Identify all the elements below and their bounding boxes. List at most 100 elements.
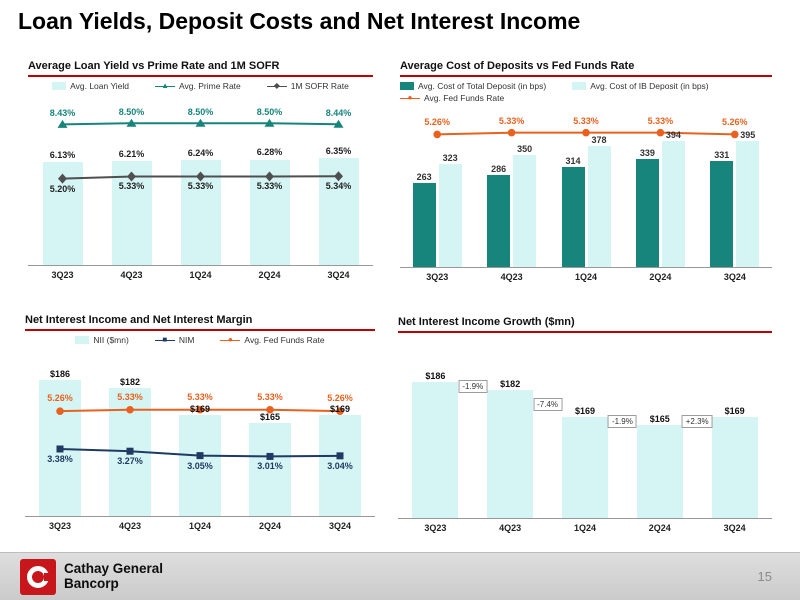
legend-label: Avg. Prime Rate bbox=[179, 81, 241, 91]
bar-nii-mn bbox=[179, 414, 221, 516]
circle-marker-icon bbox=[731, 130, 739, 139]
legend-line bbox=[155, 85, 176, 87]
bar-value-label: 314 bbox=[565, 155, 581, 166]
legend-row: Avg. Loan Yield ▲ Avg. Prime Rate ◆ 1M SOFR … bbox=[28, 81, 373, 91]
bar-value-label: $169 bbox=[329, 403, 351, 414]
line-value-label: 8.50% bbox=[256, 107, 283, 118]
triangle-marker-icon bbox=[264, 118, 275, 127]
legend-label: 1M SOFR Rate bbox=[290, 81, 349, 91]
line-value-label: 5.33% bbox=[256, 181, 283, 192]
slide-footer: Cathay General Bancorp 15 bbox=[0, 552, 800, 600]
bar-nii-mn bbox=[319, 414, 361, 516]
page-title: Loan Yields, Deposit Costs and Net Inter… bbox=[18, 8, 581, 34]
circle-marker-icon bbox=[196, 405, 204, 414]
line-overlay bbox=[57, 118, 344, 184]
line-value-label: 3.05% bbox=[187, 460, 213, 471]
legend-label: Avg. Cost of IB Deposit (in bps) bbox=[590, 81, 709, 91]
x-axis-label: 4Q23 bbox=[499, 523, 522, 533]
x-axis-label: 2Q24 bbox=[258, 270, 281, 280]
company-name: Cathay General Bancorp bbox=[64, 561, 164, 591]
triangle-marker-icon: ▲ bbox=[161, 80, 169, 90]
bar-avg-cost-of-ib-deposit-in-bps bbox=[587, 146, 611, 267]
bar-value-label: $169 bbox=[189, 403, 211, 414]
bar-value-label: $186 bbox=[425, 370, 446, 381]
line-value-label: 5.26% bbox=[424, 117, 450, 128]
bar-value-label: 263 bbox=[416, 171, 432, 182]
company-name-line2: Bancorp bbox=[64, 575, 119, 591]
line-value-label: 5.33% bbox=[257, 391, 283, 402]
chart-panel-deposit-cost: Average Cost of Deposits vs Fed Funds Ra… bbox=[400, 60, 772, 308]
legend-swatch-avg-loan-yield bbox=[52, 82, 67, 90]
circle-marker-icon bbox=[56, 407, 64, 415]
bar-value bbox=[562, 416, 608, 518]
line-value-label: 5.33% bbox=[573, 115, 599, 126]
bar-value-label: 6.35% bbox=[325, 146, 352, 157]
bar-value-label: 350 bbox=[517, 144, 533, 154]
x-axis: 3Q23 4Q23 1Q24 2Q24 3Q24 bbox=[398, 523, 772, 533]
line-value-label: 5.26% bbox=[327, 393, 353, 404]
growth-label: +2.3% bbox=[681, 415, 713, 429]
bar-avg-cost-of-ib-deposit-in-bps bbox=[513, 155, 537, 267]
x-axis: 3Q23 4Q23 1Q24 2Q24 3Q24 bbox=[400, 272, 772, 282]
growth-label: -1.9% bbox=[607, 415, 637, 429]
line-overlay bbox=[56, 405, 344, 460]
legend-line-swatch-avg-fed-funds-rate: ● bbox=[400, 93, 420, 103]
bar-value-label: 286 bbox=[491, 164, 507, 175]
bar-value-label: 323 bbox=[442, 152, 458, 163]
x-axis-label: 1Q24 bbox=[189, 270, 212, 280]
legend-line bbox=[154, 339, 175, 341]
legend-line bbox=[400, 97, 420, 99]
bar-avg-cost-of-ib-deposit-in-bps bbox=[438, 163, 462, 267]
circle-marker-icon bbox=[582, 128, 590, 137]
company-name-line1: Cathay General bbox=[64, 561, 164, 577]
x-axis-label: 2Q24 bbox=[649, 272, 672, 282]
line-value-label: 5.33% bbox=[187, 181, 214, 192]
line-value-label: 3.27% bbox=[117, 456, 143, 467]
bar-avg-cost-of-total-deposit-in-bps bbox=[635, 158, 659, 267]
x-axis-label: 3Q23 bbox=[51, 270, 74, 280]
legend-line bbox=[266, 85, 287, 87]
x-axis-label: 3Q23 bbox=[48, 521, 72, 531]
legend-label: Avg. Fed Funds Rate bbox=[424, 93, 505, 103]
chart-legend-nii-growth bbox=[398, 337, 772, 351]
triangle-marker-icon bbox=[57, 119, 68, 128]
legend-label: NIM bbox=[178, 335, 195, 345]
legend-row: NII ($mn) ■ NIM ● Avg. Fed Funds Rate bbox=[25, 335, 375, 345]
plot-area: 6.13% 6.21% 6.24% 6.28% 6.35% 8.43% 8.50% 8.50%… bbox=[28, 98, 373, 266]
page-number: 15 bbox=[757, 569, 772, 584]
bar-value-label: 394 bbox=[665, 129, 681, 140]
circle-marker-icon bbox=[266, 405, 274, 414]
bar-value-label: 395 bbox=[740, 129, 756, 140]
chart-legend-deposit-cost: Avg. Cost of Total Deposit (in bps) Avg. … bbox=[400, 81, 772, 105]
legend-label: Avg. Loan Yield bbox=[70, 81, 130, 91]
square-marker-icon bbox=[196, 452, 204, 460]
bar-value bbox=[412, 381, 459, 518]
bar-value bbox=[636, 425, 683, 518]
circle-marker-icon: ● bbox=[228, 334, 233, 344]
diamond-marker-icon bbox=[265, 171, 274, 182]
square-marker-icon bbox=[126, 447, 134, 455]
diamond-marker-icon bbox=[334, 171, 343, 182]
circle-marker-icon: ● bbox=[407, 92, 413, 102]
x-axis-label: 4Q23 bbox=[120, 270, 143, 280]
cathay-logo-icon bbox=[20, 558, 56, 595]
x-axis-label: 3Q24 bbox=[327, 270, 350, 280]
bar-value-label: 378 bbox=[591, 135, 607, 146]
line-value-label: 3.01% bbox=[257, 461, 283, 472]
legend-swatch-nii-mn bbox=[75, 336, 90, 344]
legend-label: Avg. Cost of Total Deposit (in bps) bbox=[418, 81, 547, 91]
bar-value-label: $165 bbox=[259, 412, 281, 423]
chart-legend-loan-yield: Avg. Loan Yield ▲ Avg. Prime Rate ◆ 1M SOFR … bbox=[28, 81, 373, 95]
square-marker-icon bbox=[336, 452, 344, 460]
bar-value-label: $165 bbox=[649, 414, 670, 425]
legend-item-avg-cost-of-total-deposit-in-bps: Avg. Cost of Total Deposit (in bps) bbox=[400, 81, 546, 91]
line-value-label: 5.26% bbox=[722, 117, 748, 128]
legend-line-swatch-nim: ■ bbox=[154, 335, 175, 345]
plot-area: 263 286 314 339 331 323 350 378 394 395 5.26% 5.33%… bbox=[400, 108, 772, 268]
circle-marker-icon bbox=[507, 128, 516, 137]
legend-item-avg-prime-rate: ▲ Avg. Prime Rate bbox=[155, 81, 241, 91]
bar-avg-cost-of-total-deposit-in-bps bbox=[561, 166, 585, 267]
x-axis-label: 1Q24 bbox=[575, 272, 598, 282]
x-axis-label: 4Q23 bbox=[118, 521, 142, 531]
